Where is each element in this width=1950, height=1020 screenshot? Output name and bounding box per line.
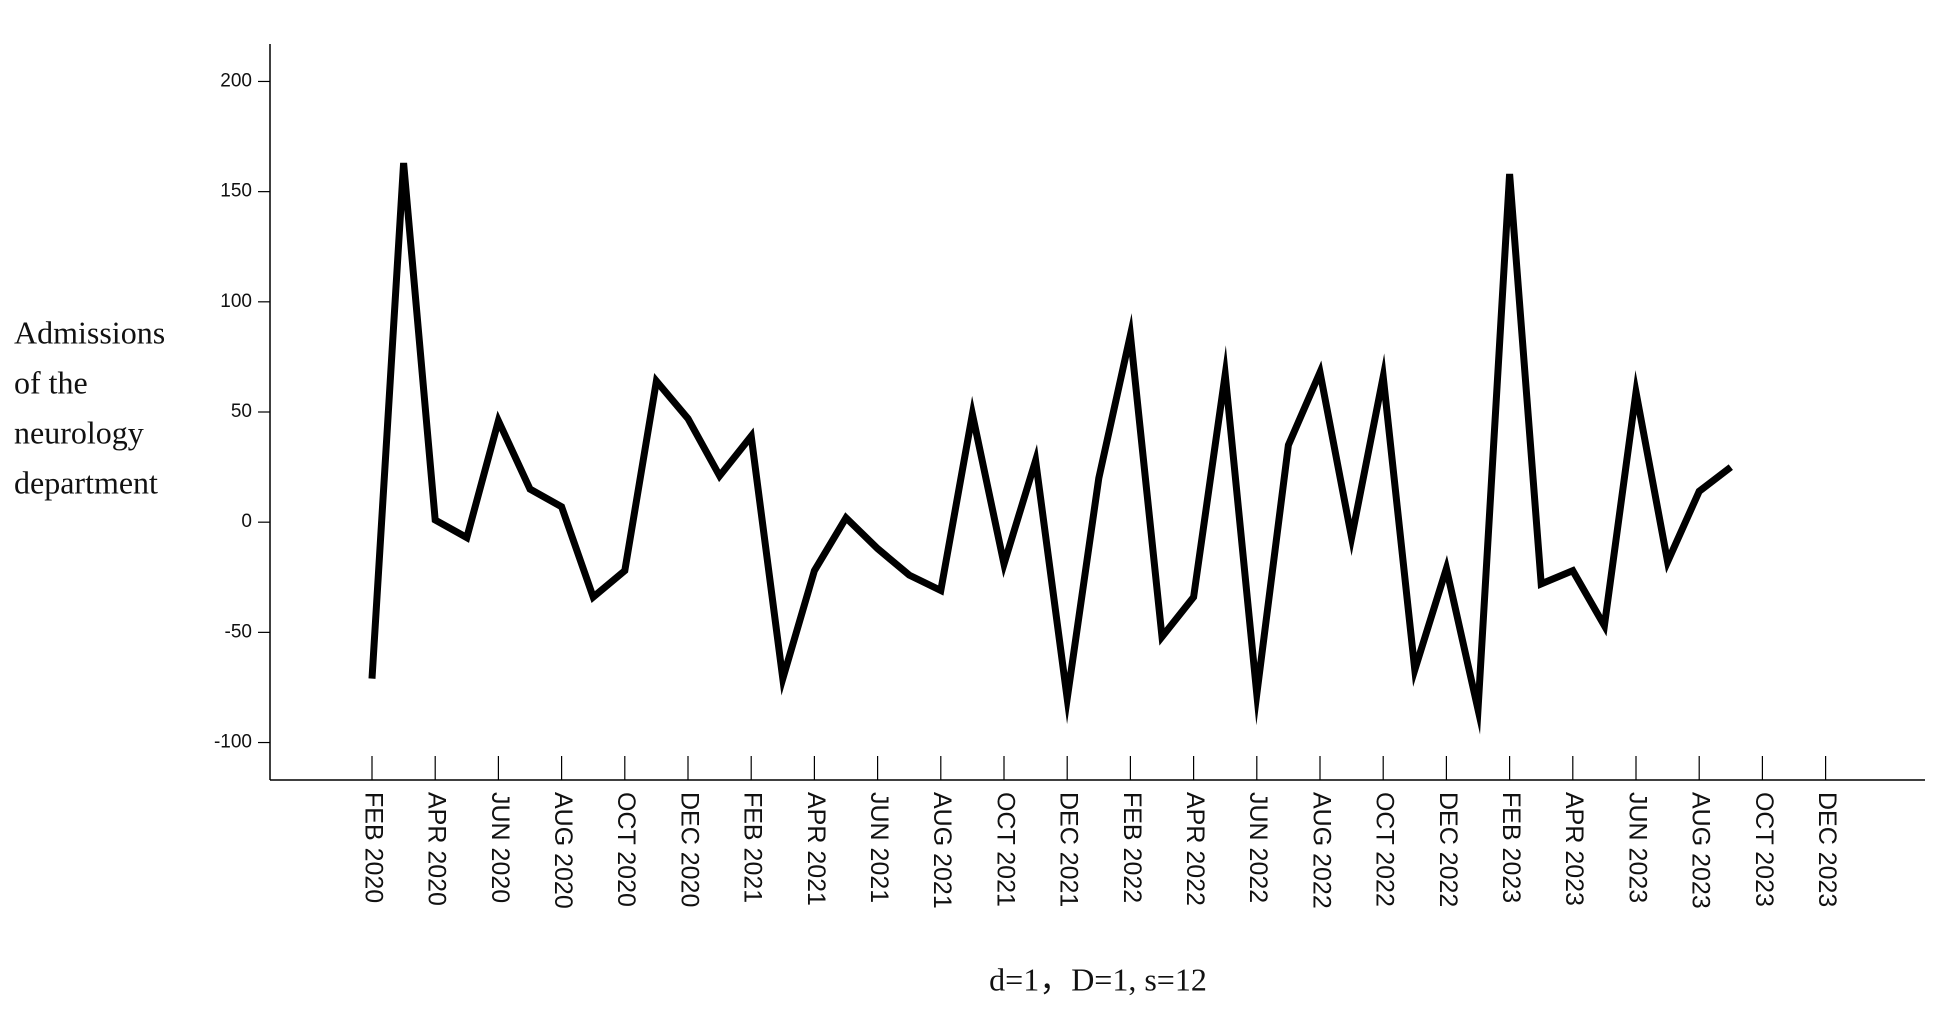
x-tick-label: APR 2020	[423, 792, 451, 906]
x-tick-label: OCT 2023	[1750, 792, 1778, 907]
x-tick-label: DEC 2022	[1434, 792, 1462, 907]
x-tick-label: APR 2021	[802, 792, 830, 906]
x-tick-label: AUG 2022	[1307, 792, 1335, 909]
x-tick-label: JUN 2020	[486, 792, 514, 903]
y-tick-label: 50	[231, 401, 252, 422]
x-tick-label: FEB 2022	[1118, 792, 1146, 903]
y-tick-label: 200	[220, 70, 252, 91]
x-tick-label: JUN 2023	[1623, 792, 1651, 903]
data-line	[368, 162, 1733, 735]
x-tick-label: DEC 2023	[1813, 792, 1841, 907]
x-tick-label: JUN 2022	[1244, 792, 1272, 903]
y-tick-label: -50	[225, 621, 252, 642]
y-axis-label: neurology	[14, 414, 144, 450]
y-tick-label: 150	[220, 181, 252, 202]
x-tick-label: FEB 2021	[739, 792, 767, 903]
x-tick-label: AUG 2023	[1687, 792, 1715, 909]
x-tick-label: APR 2022	[1181, 792, 1209, 906]
y-axis-label: Admissions	[14, 314, 165, 350]
x-tick-label: DEC 2020	[675, 792, 703, 907]
y-axis-label: department	[14, 464, 158, 500]
y-tick-label: 100	[220, 291, 252, 312]
x-tick-label: FEB 2020	[359, 792, 387, 903]
x-tick-label: OCT 2022	[1371, 792, 1399, 907]
x-tick-label: OCT 2020	[612, 792, 640, 907]
x-tick-label: APR 2023	[1560, 792, 1588, 906]
y-tick-label: 0	[241, 511, 252, 532]
x-tick-label: JUN 2021	[865, 792, 893, 903]
x-axis-label: d=1，D=1, s=12	[989, 961, 1207, 997]
x-tick-label: AUG 2021	[928, 792, 956, 909]
y-tick-label: -100	[214, 732, 252, 753]
x-tick-label: FEB 2023	[1497, 792, 1525, 903]
x-tick-label: OCT 2021	[991, 792, 1019, 907]
y-axis-label: of the	[14, 364, 88, 400]
x-tick-label: DEC 2021	[1055, 792, 1083, 907]
x-tick-label: AUG 2020	[549, 792, 577, 909]
